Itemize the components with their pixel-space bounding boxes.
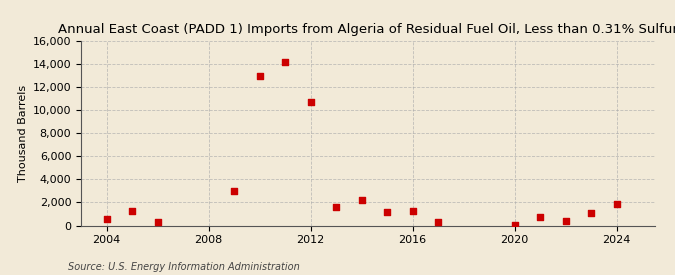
Point [381,210,392,214]
Point [101,216,112,221]
Point [535,215,545,220]
Point [560,219,571,223]
Point [356,198,367,202]
Point [305,100,316,104]
Point [229,189,240,193]
Point [331,205,342,209]
Point [152,220,163,224]
Text: Source: U.S. Energy Information Administration: Source: U.S. Energy Information Administ… [68,262,299,272]
Point [611,201,622,206]
Point [254,74,265,78]
Y-axis label: Thousand Barrels: Thousand Barrels [18,85,28,182]
Point [586,211,597,215]
Point [433,220,443,224]
Point [509,223,520,227]
Title: Annual East Coast (PADD 1) Imports from Algeria of Residual Fuel Oil, Less than : Annual East Coast (PADD 1) Imports from … [58,23,675,36]
Point [279,60,290,64]
Point [127,208,138,213]
Point [407,208,418,213]
